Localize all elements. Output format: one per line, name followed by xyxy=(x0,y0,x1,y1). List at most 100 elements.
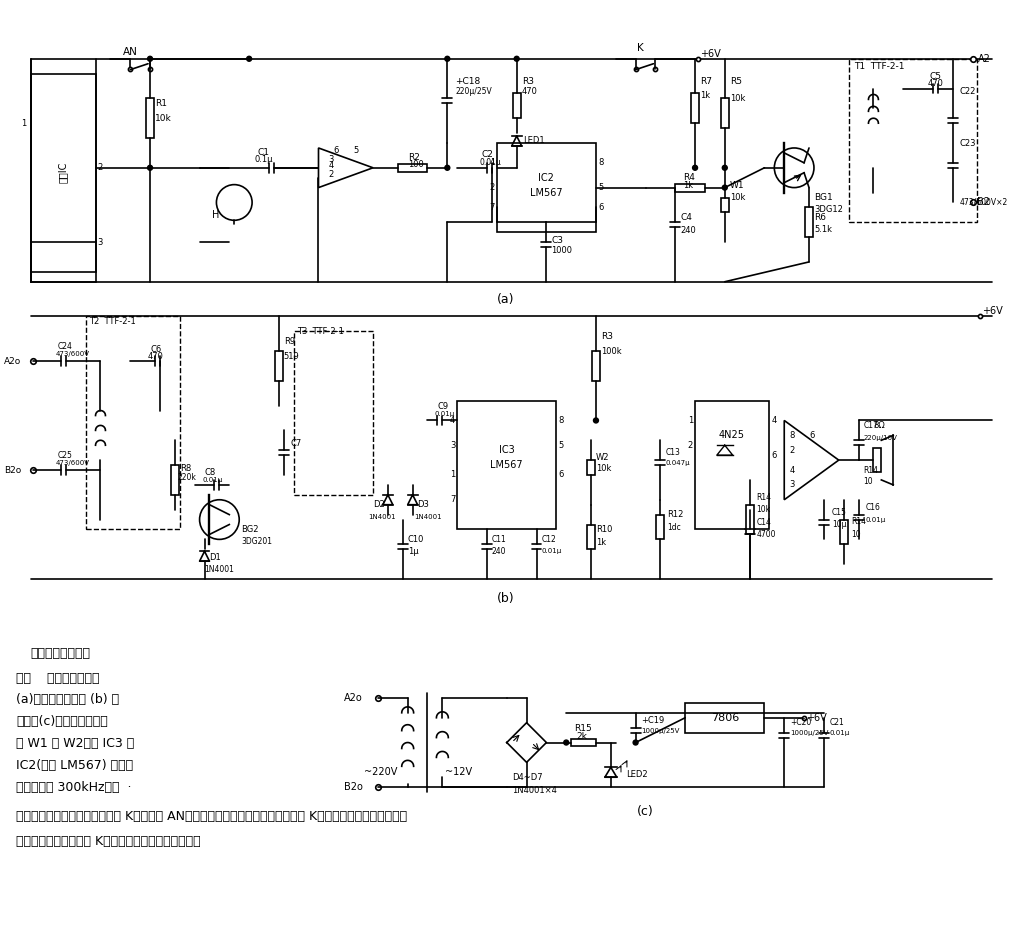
Text: +C19: +C19 xyxy=(641,716,665,725)
Text: B2o: B2o xyxy=(344,783,363,792)
Text: R2: R2 xyxy=(407,153,419,162)
Text: 10k: 10k xyxy=(596,464,612,473)
Text: 1: 1 xyxy=(688,416,693,425)
Text: 0.01μ: 0.01μ xyxy=(542,548,562,554)
Text: 220μ/25V: 220μ/25V xyxy=(455,87,492,96)
Text: 音乐IC: 音乐IC xyxy=(58,162,68,183)
Text: C16: C16 xyxy=(865,503,881,513)
Text: C10: C10 xyxy=(407,535,425,544)
Text: LM567: LM567 xyxy=(530,188,563,197)
Circle shape xyxy=(445,57,450,61)
Bar xyxy=(805,208,813,237)
Text: +6V: +6V xyxy=(806,713,827,723)
Text: 240: 240 xyxy=(680,226,696,235)
Text: 0.01μ: 0.01μ xyxy=(479,159,501,167)
Text: +6V: +6V xyxy=(700,49,721,59)
Text: W2: W2 xyxy=(596,452,610,462)
Text: 0.1μ: 0.1μ xyxy=(254,156,273,164)
Text: 5: 5 xyxy=(558,441,564,449)
Text: R1: R1 xyxy=(155,99,167,108)
Text: 10μ: 10μ xyxy=(832,520,846,529)
Text: 2: 2 xyxy=(789,446,794,455)
Text: C17: C17 xyxy=(863,421,879,430)
Bar xyxy=(275,351,283,380)
Text: C9: C9 xyxy=(438,402,449,411)
Text: 4: 4 xyxy=(490,159,495,167)
Bar xyxy=(457,400,556,530)
Text: 电源图(c)三部分构成。调: 电源图(c)三部分构成。调 xyxy=(16,716,108,728)
Text: 2: 2 xyxy=(329,170,334,179)
Text: 7: 7 xyxy=(490,203,495,211)
Bar xyxy=(571,738,596,747)
Bar xyxy=(745,505,753,534)
Text: 1000: 1000 xyxy=(552,245,572,255)
Text: 3: 3 xyxy=(329,156,334,164)
Text: LED2: LED2 xyxy=(626,769,647,779)
Text: +C18: +C18 xyxy=(455,77,480,86)
Bar xyxy=(171,465,179,495)
Circle shape xyxy=(593,418,599,423)
Text: 519: 519 xyxy=(284,351,299,361)
Text: 2: 2 xyxy=(490,183,495,192)
Bar xyxy=(873,448,882,472)
Text: 4: 4 xyxy=(772,416,777,425)
Text: R6: R6 xyxy=(814,212,826,222)
Text: 5: 5 xyxy=(353,146,358,156)
Bar xyxy=(587,525,595,549)
Circle shape xyxy=(514,57,519,61)
Text: 4700: 4700 xyxy=(756,530,776,539)
Text: (a): (a) xyxy=(497,293,514,306)
Text: R12: R12 xyxy=(668,510,684,519)
Text: BG2: BG2 xyxy=(241,525,259,534)
Text: 3: 3 xyxy=(98,238,103,246)
Text: 8Ω: 8Ω xyxy=(873,421,886,430)
Bar xyxy=(849,59,977,222)
Circle shape xyxy=(564,740,569,745)
Text: R8: R8 xyxy=(180,464,191,473)
Text: C8: C8 xyxy=(205,467,216,477)
Text: C2: C2 xyxy=(482,150,494,160)
Text: A2o: A2o xyxy=(4,357,21,365)
Text: 10k: 10k xyxy=(730,93,745,103)
Bar xyxy=(497,143,596,232)
Text: 10: 10 xyxy=(863,478,873,486)
Text: C6: C6 xyxy=(150,345,161,354)
Bar xyxy=(587,460,595,475)
Text: 3: 3 xyxy=(450,441,455,449)
Text: AN: AN xyxy=(123,47,137,57)
Text: D1: D1 xyxy=(210,553,221,562)
Text: T3  TTF-2-1: T3 TTF-2-1 xyxy=(296,327,343,336)
Text: C25: C25 xyxy=(58,450,72,460)
Text: R7: R7 xyxy=(700,77,712,86)
Text: C21: C21 xyxy=(830,718,845,727)
Text: R14: R14 xyxy=(863,465,879,475)
Bar xyxy=(721,98,729,128)
Text: R5: R5 xyxy=(730,77,742,86)
Text: 1N4001: 1N4001 xyxy=(369,514,396,519)
Circle shape xyxy=(148,165,153,170)
Text: 10k: 10k xyxy=(756,505,771,514)
Text: C3: C3 xyxy=(552,236,563,244)
Text: C14: C14 xyxy=(756,518,772,527)
Text: D4~D7: D4~D7 xyxy=(512,773,543,782)
Circle shape xyxy=(148,57,153,61)
Text: BG1: BG1 xyxy=(814,193,833,202)
Bar xyxy=(657,514,665,539)
Text: 1k: 1k xyxy=(700,91,711,100)
Text: +6V: +6V xyxy=(982,307,1003,316)
Text: R4: R4 xyxy=(683,173,695,182)
Text: K: K xyxy=(637,42,644,53)
Text: IC2: IC2 xyxy=(539,173,555,183)
Circle shape xyxy=(723,165,727,170)
Text: 话机    由载波发射机图: 话机 由载波发射机图 xyxy=(16,671,100,684)
Text: T1  TTF-2-1: T1 TTF-2-1 xyxy=(854,62,904,71)
Text: D3: D3 xyxy=(417,500,430,509)
Circle shape xyxy=(445,165,450,170)
Text: 470: 470 xyxy=(521,87,538,96)
Bar xyxy=(695,400,770,530)
Text: 470: 470 xyxy=(148,351,164,361)
Text: 4: 4 xyxy=(450,416,455,425)
Text: 1000μ/25V: 1000μ/25V xyxy=(790,730,829,735)
Bar xyxy=(691,93,699,123)
Text: 0.01μ: 0.01μ xyxy=(865,516,886,523)
